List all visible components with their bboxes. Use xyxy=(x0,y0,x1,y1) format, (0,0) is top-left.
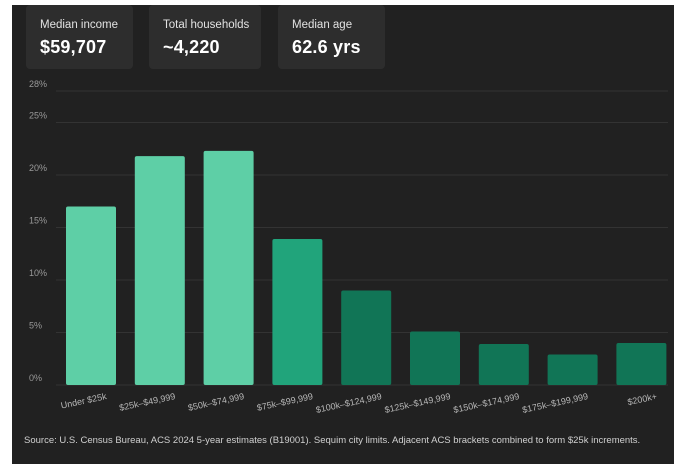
stat-value: 62.6 yrs xyxy=(292,37,361,57)
bar xyxy=(410,331,460,385)
stat-label: Median age xyxy=(292,19,353,31)
x-category-label: $175k–$199,999 xyxy=(521,391,589,415)
stat-label: Median income xyxy=(40,19,118,31)
y-tick-label: 0% xyxy=(29,373,42,383)
bar xyxy=(203,150,254,385)
stat-value: $59,707 xyxy=(40,37,107,57)
x-category-label: $125k–$149,999 xyxy=(384,391,452,415)
y-tick-label: 5% xyxy=(29,321,42,331)
stat-value: ~4,220 xyxy=(163,37,220,57)
bar xyxy=(272,239,323,385)
x-category-label: $75k–$99,999 xyxy=(256,391,314,413)
x-category-label: $150k–$174,999 xyxy=(453,391,521,415)
x-category-label: $50k–$74,999 xyxy=(187,391,245,413)
x-category-label: $100k–$124,999 xyxy=(315,391,383,415)
bar xyxy=(547,354,598,385)
bar xyxy=(134,156,185,385)
y-tick-label: 25% xyxy=(29,111,47,121)
y-tick-label: 20% xyxy=(29,163,47,173)
stat-card-median-income: Median income $59,707 xyxy=(26,5,133,69)
bar xyxy=(66,206,116,385)
bar xyxy=(616,343,667,385)
stat-card-total-households: Total households ~4,220 xyxy=(149,5,261,69)
stat-label: Total households xyxy=(163,19,250,31)
x-category-label: $200k+ xyxy=(627,391,658,407)
y-tick-label: 10% xyxy=(29,268,47,278)
bar xyxy=(341,290,392,385)
bar xyxy=(478,344,529,385)
chart-panel: Median income $59,707 Total households ~… xyxy=(12,5,674,464)
stat-card-median-age: Median age 62.6 yrs xyxy=(278,5,385,69)
x-category-label: $25k–$49,999 xyxy=(118,391,176,413)
x-category-label: Under $25k xyxy=(60,391,108,411)
income-bar-chart: 0% 5% 10% 15% 20% 25% 28% Under $25k $25k–$49,99… xyxy=(29,79,668,415)
y-tick-label: 28% xyxy=(29,79,47,89)
y-tick-label: 15% xyxy=(29,216,47,226)
source-note: Source: U.S. Census Bureau, ACS 2024 5-y… xyxy=(24,435,641,446)
